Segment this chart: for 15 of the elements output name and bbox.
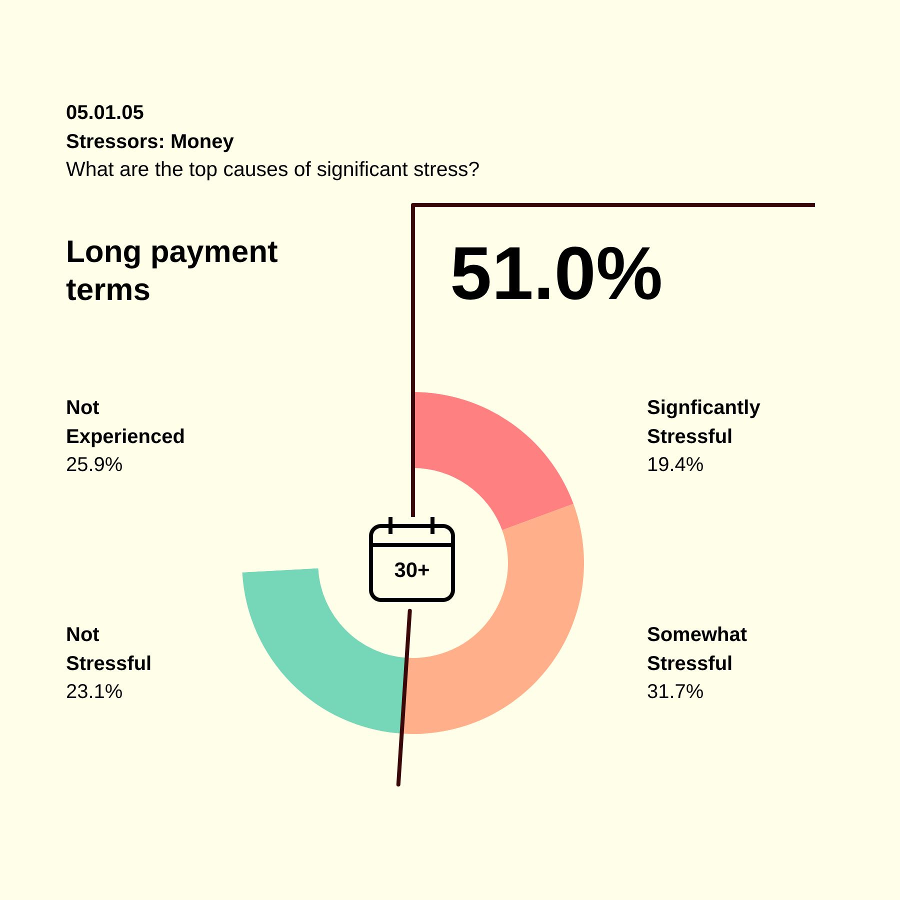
slice-label: Somewhat Stressful [647,623,748,676]
slice-label: Not Stressful [66,623,152,676]
slice-label: Not Experienced [66,396,185,450]
text: 05.01.05 [66,101,144,126]
text: 51.0% [450,231,663,315]
data-label: 25.9% [66,453,124,478]
data-label: 23.1% [66,680,124,705]
chart-subtitle: What are the top causes of significant stress? [66,157,480,183]
donut-slice [413,392,574,530]
chart-title: Long payment terms [66,233,279,309]
data-label: 31.7% [647,680,705,705]
text: Stressors: Money [66,130,234,154]
slice-label: Signficantly Stressful [647,396,760,450]
data-label: 19.4% [647,453,705,478]
text: 30+ [393,559,431,582]
